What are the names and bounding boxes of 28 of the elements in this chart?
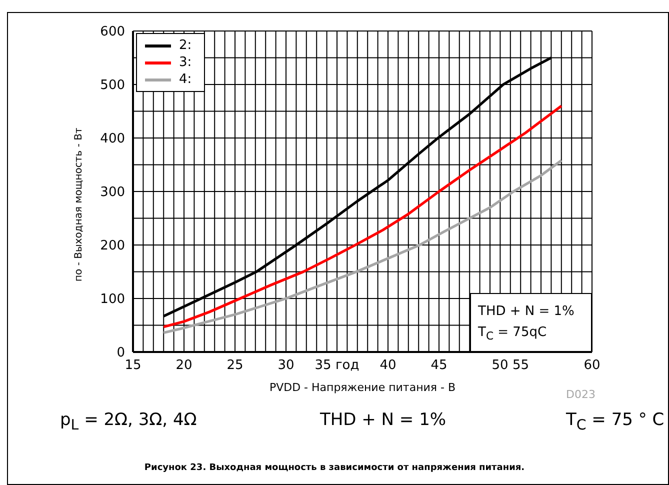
y-tick-label: 400 bbox=[100, 132, 125, 147]
legend-label: 3: bbox=[179, 54, 192, 71]
y-tick-label: 100 bbox=[100, 292, 125, 308]
x-tick-label: 40 bbox=[380, 358, 396, 374]
x-tick-label: 25 bbox=[226, 358, 244, 374]
annotation: THD + N = 1% bbox=[478, 304, 574, 319]
y-tick-label: 300 bbox=[100, 185, 125, 200]
annotation: T$_{C}$ = 75qC bbox=[478, 325, 547, 343]
text: Рисунок 23. Выходная мощность в зависимости от напряжения питания. bbox=[143, 463, 526, 473]
y-tick-label: 0 bbox=[116, 346, 125, 361]
text: T$_{C}$ = 75 ° C bbox=[566, 410, 664, 434]
x-tick-label: 30 bbox=[278, 358, 294, 374]
x-tick-label: 50 55 bbox=[492, 358, 530, 374]
y-tick-label: 500 bbox=[100, 78, 125, 94]
legend-label: 2: bbox=[179, 37, 192, 54]
x-tick-label: 15 bbox=[124, 358, 142, 374]
x-tick-label: 20 bbox=[176, 358, 192, 374]
y-axis-title: по - Выходная мощность - Вт bbox=[74, 128, 85, 282]
x-tick-label: 35 год bbox=[314, 358, 360, 374]
text: THD + N = 1% bbox=[320, 410, 446, 430]
x-axis-title: PVDD - Напряжение питания - В bbox=[269, 381, 456, 394]
y-tick-label: 200 bbox=[100, 238, 125, 254]
x-tick-label: 60 bbox=[584, 358, 600, 374]
y-tick-label: 600 bbox=[100, 24, 125, 40]
text: D023 bbox=[566, 388, 596, 401]
text: p$_{L}$ = 2Ω, 3Ω, 4Ω bbox=[60, 410, 197, 434]
legend-label: 4: bbox=[179, 71, 192, 88]
x-tick-label: 45 bbox=[430, 358, 448, 374]
